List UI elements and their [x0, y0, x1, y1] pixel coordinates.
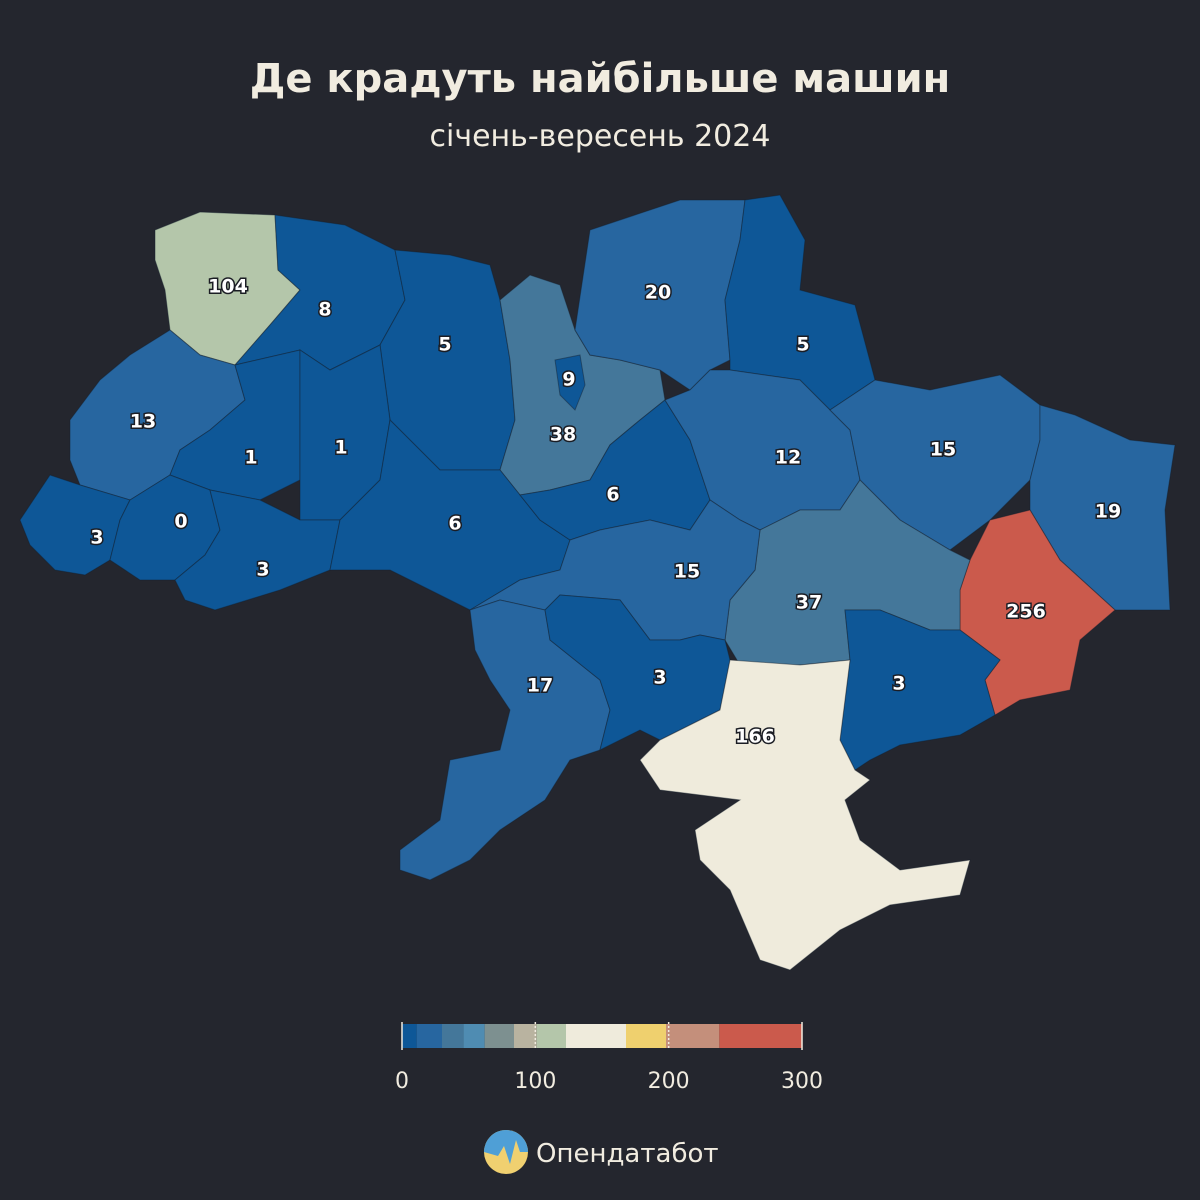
title: Де крадуть найбільше машин: [250, 56, 951, 102]
subtitle: січень-вересень 2024: [430, 119, 771, 154]
legend-swatch: [536, 1024, 566, 1048]
region-value: 0: [174, 511, 187, 533]
region-value: 38: [550, 424, 576, 446]
region-value: 5: [438, 334, 451, 356]
legend-tick-label: 100: [514, 1069, 556, 1094]
region-value: 13: [130, 411, 156, 433]
legend-tick-label: 0: [395, 1069, 409, 1094]
region-value: 37: [796, 592, 822, 614]
legend-swatch: [416, 1024, 442, 1048]
legend-swatch: [442, 1024, 464, 1048]
legend-swatch: [666, 1024, 720, 1048]
logo: Опендатабот: [484, 1130, 719, 1174]
region-value: 3: [892, 673, 905, 695]
region-value: 19: [1095, 501, 1121, 523]
region-value: 5: [796, 334, 809, 356]
region-value: 12: [775, 447, 801, 469]
region-value: 6: [606, 484, 619, 506]
region: [1029, 404, 1176, 611]
region-value: 1: [334, 437, 347, 459]
region: [639, 659, 971, 971]
legend-tick-label: 200: [648, 1069, 690, 1094]
legend: 0 100 200 300: [395, 1022, 823, 1094]
legend-tick-label: 300: [781, 1069, 823, 1094]
region-value: 3: [90, 527, 103, 549]
logo-icon-top: [484, 1130, 528, 1164]
region-value: 6: [448, 513, 461, 535]
region-value: 104: [208, 276, 248, 298]
region: [554, 354, 586, 411]
legend-swatch: [514, 1024, 537, 1048]
legend-swatch: [402, 1024, 417, 1048]
region-value: 9: [562, 369, 575, 391]
region-value: 15: [674, 561, 700, 583]
region: [174, 489, 341, 611]
legend-swatch: [719, 1024, 802, 1048]
region-value: 8: [318, 299, 331, 321]
legend-swatch: [566, 1024, 626, 1048]
legend-swatch: [626, 1024, 666, 1048]
region-value: 3: [653, 667, 666, 689]
logo-text: Опендатабот: [536, 1139, 719, 1169]
region-value: 256: [1006, 601, 1046, 623]
regions: [19, 194, 1176, 971]
region-value: 15: [930, 439, 956, 461]
region-value: 17: [527, 675, 553, 697]
region-value: 20: [645, 282, 671, 304]
legend-swatch: [463, 1024, 485, 1048]
legend-swatch: [484, 1024, 514, 1048]
region-value: 1: [244, 447, 257, 469]
region-value: 166: [735, 726, 775, 748]
region-value: 3: [256, 559, 269, 581]
